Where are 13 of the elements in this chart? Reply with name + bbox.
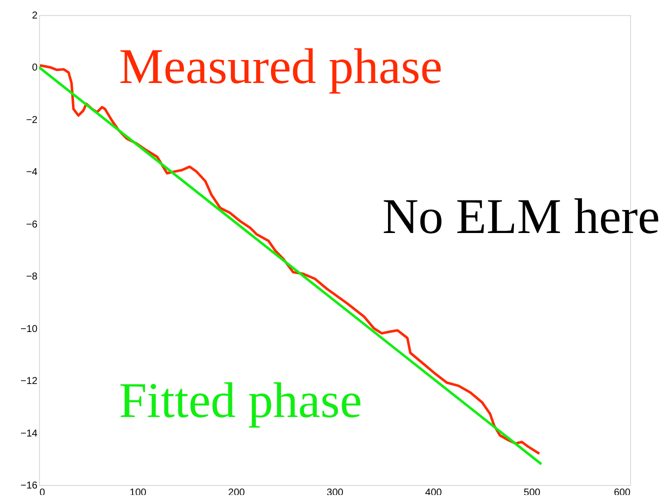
annotation: No ELM here — [382, 188, 660, 244]
y-tick-label: −12 — [20, 376, 38, 388]
y-tick-label: 0 — [32, 62, 38, 74]
y-tick-label: −4 — [26, 167, 38, 178]
y-tick-label: −14 — [20, 428, 38, 440]
series-label: Fitted phase — [119, 372, 362, 428]
series-label: Measured phase — [119, 38, 442, 94]
y-tick-label: −16 — [20, 480, 38, 492]
y-tick-label: 2 — [32, 10, 38, 22]
y-tick-label: −2 — [26, 114, 38, 126]
y-tick-label: −10 — [20, 324, 38, 335]
y-tick-label: −6 — [26, 219, 38, 230]
y-tick-label: −8 — [26, 272, 38, 283]
